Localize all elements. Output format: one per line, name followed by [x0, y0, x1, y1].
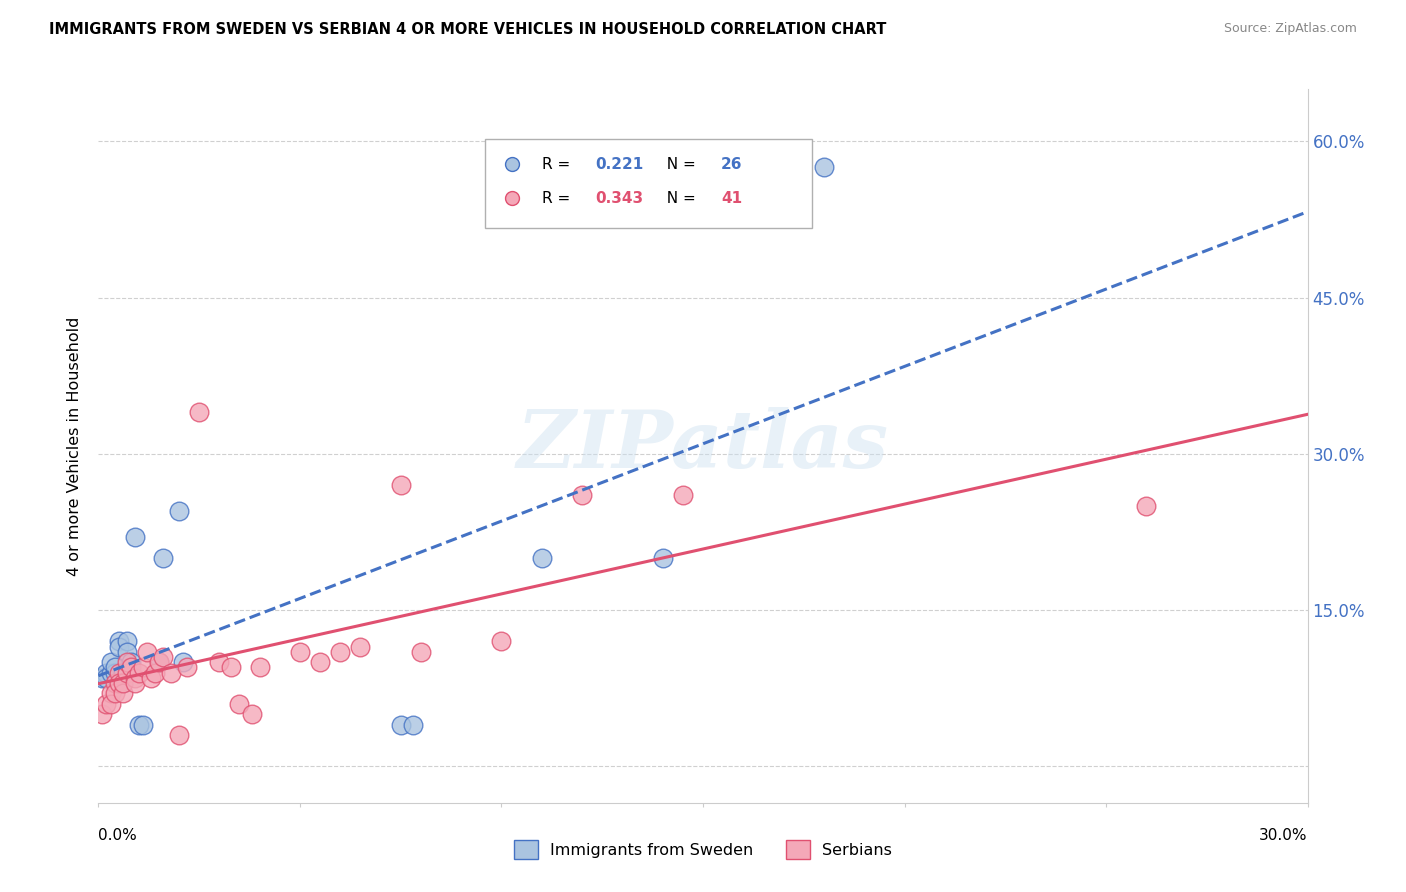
Point — [571, 488, 593, 502]
Point — [389, 478, 412, 492]
Point — [96, 671, 118, 685]
FancyBboxPatch shape — [485, 139, 811, 228]
Point — [176, 660, 198, 674]
Point — [115, 634, 138, 648]
Text: Source: ZipAtlas.com: Source: ZipAtlas.com — [1223, 22, 1357, 36]
Text: 26: 26 — [721, 157, 742, 171]
Point — [120, 660, 142, 674]
Point — [152, 649, 174, 664]
Point — [103, 686, 125, 700]
Point — [167, 728, 190, 742]
Text: 0.343: 0.343 — [595, 191, 644, 206]
Point — [100, 686, 122, 700]
Text: R =: R = — [543, 191, 575, 206]
Point — [100, 655, 122, 669]
Point — [813, 161, 835, 175]
Legend: Immigrants from Sweden, Serbians: Immigrants from Sweden, Serbians — [513, 839, 893, 859]
Point — [148, 655, 170, 669]
Point — [491, 634, 513, 648]
Point — [208, 655, 231, 669]
Point — [107, 640, 129, 654]
Point — [100, 665, 122, 680]
Point — [221, 660, 243, 674]
Point — [672, 488, 695, 502]
Point — [120, 655, 142, 669]
Point — [1135, 499, 1157, 513]
Point — [107, 634, 129, 648]
Point — [167, 504, 190, 518]
Text: 30.0%: 30.0% — [1260, 828, 1308, 843]
Point — [402, 717, 425, 731]
Point — [107, 676, 129, 690]
Point — [288, 645, 311, 659]
Point — [160, 665, 183, 680]
Point — [128, 717, 150, 731]
Point — [124, 530, 146, 544]
Point — [389, 717, 412, 731]
Text: 0.0%: 0.0% — [98, 828, 138, 843]
Point — [100, 697, 122, 711]
Point — [111, 676, 134, 690]
Point — [115, 655, 138, 669]
Point — [228, 697, 250, 711]
Point — [96, 665, 118, 680]
Point — [111, 686, 134, 700]
Point — [240, 707, 263, 722]
Point — [132, 717, 155, 731]
Text: N =: N = — [657, 191, 700, 206]
Point — [103, 660, 125, 674]
Point — [115, 665, 138, 680]
Point — [135, 645, 157, 659]
Point — [530, 551, 553, 566]
Text: ZIPatlas: ZIPatlas — [517, 408, 889, 484]
Point — [329, 645, 352, 659]
Point — [111, 676, 134, 690]
Point — [132, 660, 155, 674]
Point — [249, 660, 271, 674]
Point — [111, 665, 134, 680]
Text: N =: N = — [657, 157, 700, 171]
Y-axis label: 4 or more Vehicles in Household: 4 or more Vehicles in Household — [66, 317, 82, 575]
Point — [188, 405, 211, 419]
Point — [143, 665, 166, 680]
Point — [309, 655, 332, 669]
Text: 41: 41 — [721, 191, 742, 206]
Point — [651, 551, 673, 566]
Point — [91, 707, 114, 722]
Point — [349, 640, 371, 654]
Point — [124, 676, 146, 690]
Point — [103, 665, 125, 680]
Point — [96, 697, 118, 711]
Point — [148, 655, 170, 669]
Point — [103, 676, 125, 690]
Point — [107, 665, 129, 680]
Point — [139, 671, 162, 685]
Point — [152, 551, 174, 566]
Point — [115, 645, 138, 659]
Point — [409, 645, 432, 659]
Text: IMMIGRANTS FROM SWEDEN VS SERBIAN 4 OR MORE VEHICLES IN HOUSEHOLD CORRELATION CH: IMMIGRANTS FROM SWEDEN VS SERBIAN 4 OR M… — [49, 22, 887, 37]
Text: R =: R = — [543, 157, 575, 171]
Point — [91, 671, 114, 685]
Point — [128, 665, 150, 680]
Point — [172, 655, 194, 669]
Text: 0.221: 0.221 — [595, 157, 644, 171]
Point — [124, 671, 146, 685]
